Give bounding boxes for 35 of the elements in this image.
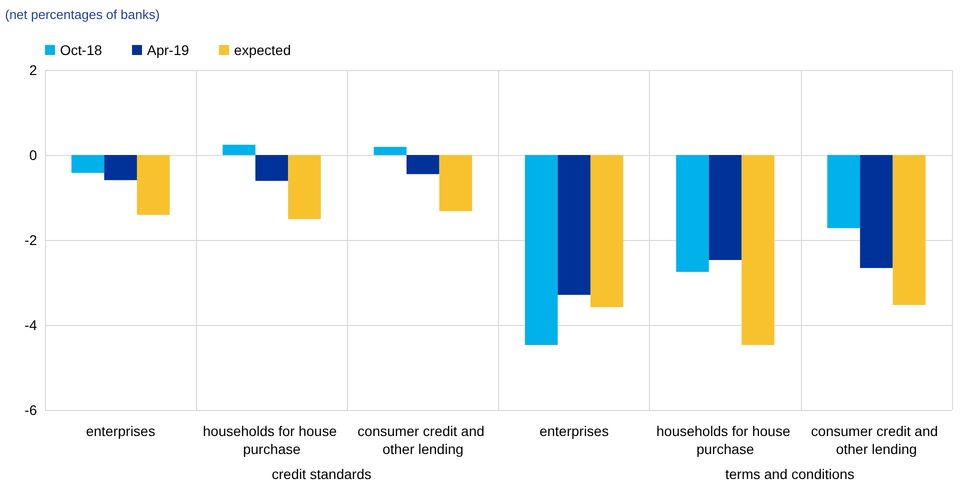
bar	[255, 155, 288, 181]
bar	[439, 155, 472, 212]
y-tick-label: 2	[29, 62, 38, 78]
bar	[71, 155, 104, 173]
bar	[708, 155, 742, 260]
bar	[590, 155, 624, 308]
bar	[827, 155, 860, 228]
chart-subtitle: (net percentages of banks)	[5, 7, 160, 22]
legend-label: Oct-18	[60, 42, 102, 58]
bar	[558, 155, 590, 295]
bar	[104, 155, 137, 180]
bar	[524, 155, 558, 345]
y-tick-label: -4	[24, 317, 38, 333]
x-tick-label: enterprises	[86, 423, 156, 439]
y-tick-label: -2	[24, 232, 38, 248]
bar	[374, 146, 407, 155]
text: terms and conditions	[725, 466, 854, 482]
x-tick-label: consumer credit and other lending	[358, 423, 488, 457]
bar	[892, 155, 926, 306]
text: credit standards	[272, 466, 372, 482]
bar	[676, 155, 709, 272]
bar	[406, 155, 440, 174]
bar	[742, 155, 774, 345]
y-tick-label: -6	[24, 402, 38, 418]
bar	[860, 155, 893, 268]
x-tick-label: enterprises	[539, 423, 609, 439]
legend-label: expected	[234, 42, 291, 58]
bar	[136, 155, 170, 215]
y-tick-label: 0	[29, 147, 38, 163]
x-tick-label: households for house purchase	[202, 423, 341, 457]
bar	[288, 155, 321, 220]
bar	[222, 144, 256, 155]
legend-label: Apr-19	[147, 42, 190, 58]
x-tick-label: households for house purchase	[656, 423, 794, 457]
x-tick-label: consumer credit and other lending	[811, 423, 942, 457]
